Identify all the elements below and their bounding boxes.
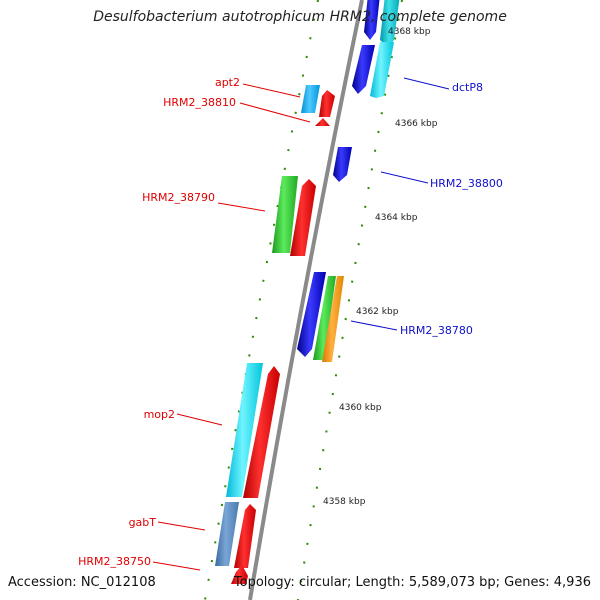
gene-arrow-green-38780[interactable]: [313, 276, 336, 360]
gene-arrow-blue-38780[interactable]: [297, 272, 326, 357]
gene-label-hrm2-38780[interactable]: HRM2_38780: [400, 324, 473, 337]
gene-arrow-gabt[interactable]: [215, 502, 239, 566]
position-tick-label: 4368 kbp: [388, 27, 431, 37]
position-tick-label: 4362 kbp: [356, 307, 399, 317]
gene-arrow-hrm2-38800[interactable]: [333, 147, 352, 182]
position-tick-label: 4364 kbp: [375, 213, 418, 223]
position-tick-label: 4360 kbp: [339, 403, 382, 413]
leader-lines: [152, 77, 450, 571]
gene-arrow-blue-top1[interactable]: [364, 0, 380, 40]
map-title: Desulfobacterium autotrophicum HRM2, com…: [93, 9, 507, 25]
gene-label-hrm2-38800[interactable]: HRM2_38800: [430, 177, 503, 190]
gene-label-gabt[interactable]: gabT: [129, 516, 157, 529]
topology-text: Topology: circular; Length: 5,589,073 bp…: [233, 575, 591, 590]
gene-arrow-hrm2-38810[interactable]: [315, 118, 330, 126]
gene-label-apt2[interactable]: apt2: [215, 76, 240, 89]
gene-arrow-mop2[interactable]: [226, 363, 263, 497]
position-tick-label: 4366 kbp: [395, 119, 438, 129]
right-tick-guide: [297, 0, 403, 600]
gene-label-hrm2-38790[interactable]: HRM2_38790: [142, 191, 215, 204]
gene-arrow-hrm2-38750[interactable]: [231, 565, 248, 584]
gene-arrow-green-38790[interactable]: [272, 176, 298, 253]
gene-arrow-blue-top2[interactable]: [352, 45, 375, 94]
gene-label-hrm2-38810[interactable]: HRM2_38810: [163, 96, 236, 109]
accession-text: Accession: NC_012108: [8, 575, 156, 590]
gene-label-mop2[interactable]: mop2: [144, 408, 175, 421]
gene-arrow-red-mop2[interactable]: [243, 366, 280, 498]
gene-arrow-red-small1[interactable]: [319, 90, 335, 117]
gene-arrow-red-gabt[interactable]: [234, 504, 256, 568]
genome-backbone: [248, 0, 364, 600]
gene-arrow-cyan-top2[interactable]: [370, 42, 394, 98]
gene-label-dctp8[interactable]: dctP8: [452, 81, 483, 94]
gene-label-hrm2-38750[interactable]: HRM2_38750: [78, 555, 151, 568]
gene-arrow-apt2[interactable]: [301, 85, 320, 113]
gene-arrow-teal-top1[interactable]: [380, 0, 400, 48]
gene-arrow-hrm2-38790[interactable]: [290, 179, 316, 256]
position-tick-label: 4358 kbp: [323, 497, 366, 507]
gene-arrow-hrm2-38780[interactable]: [322, 276, 344, 362]
left-tick-guide: [204, 0, 319, 600]
